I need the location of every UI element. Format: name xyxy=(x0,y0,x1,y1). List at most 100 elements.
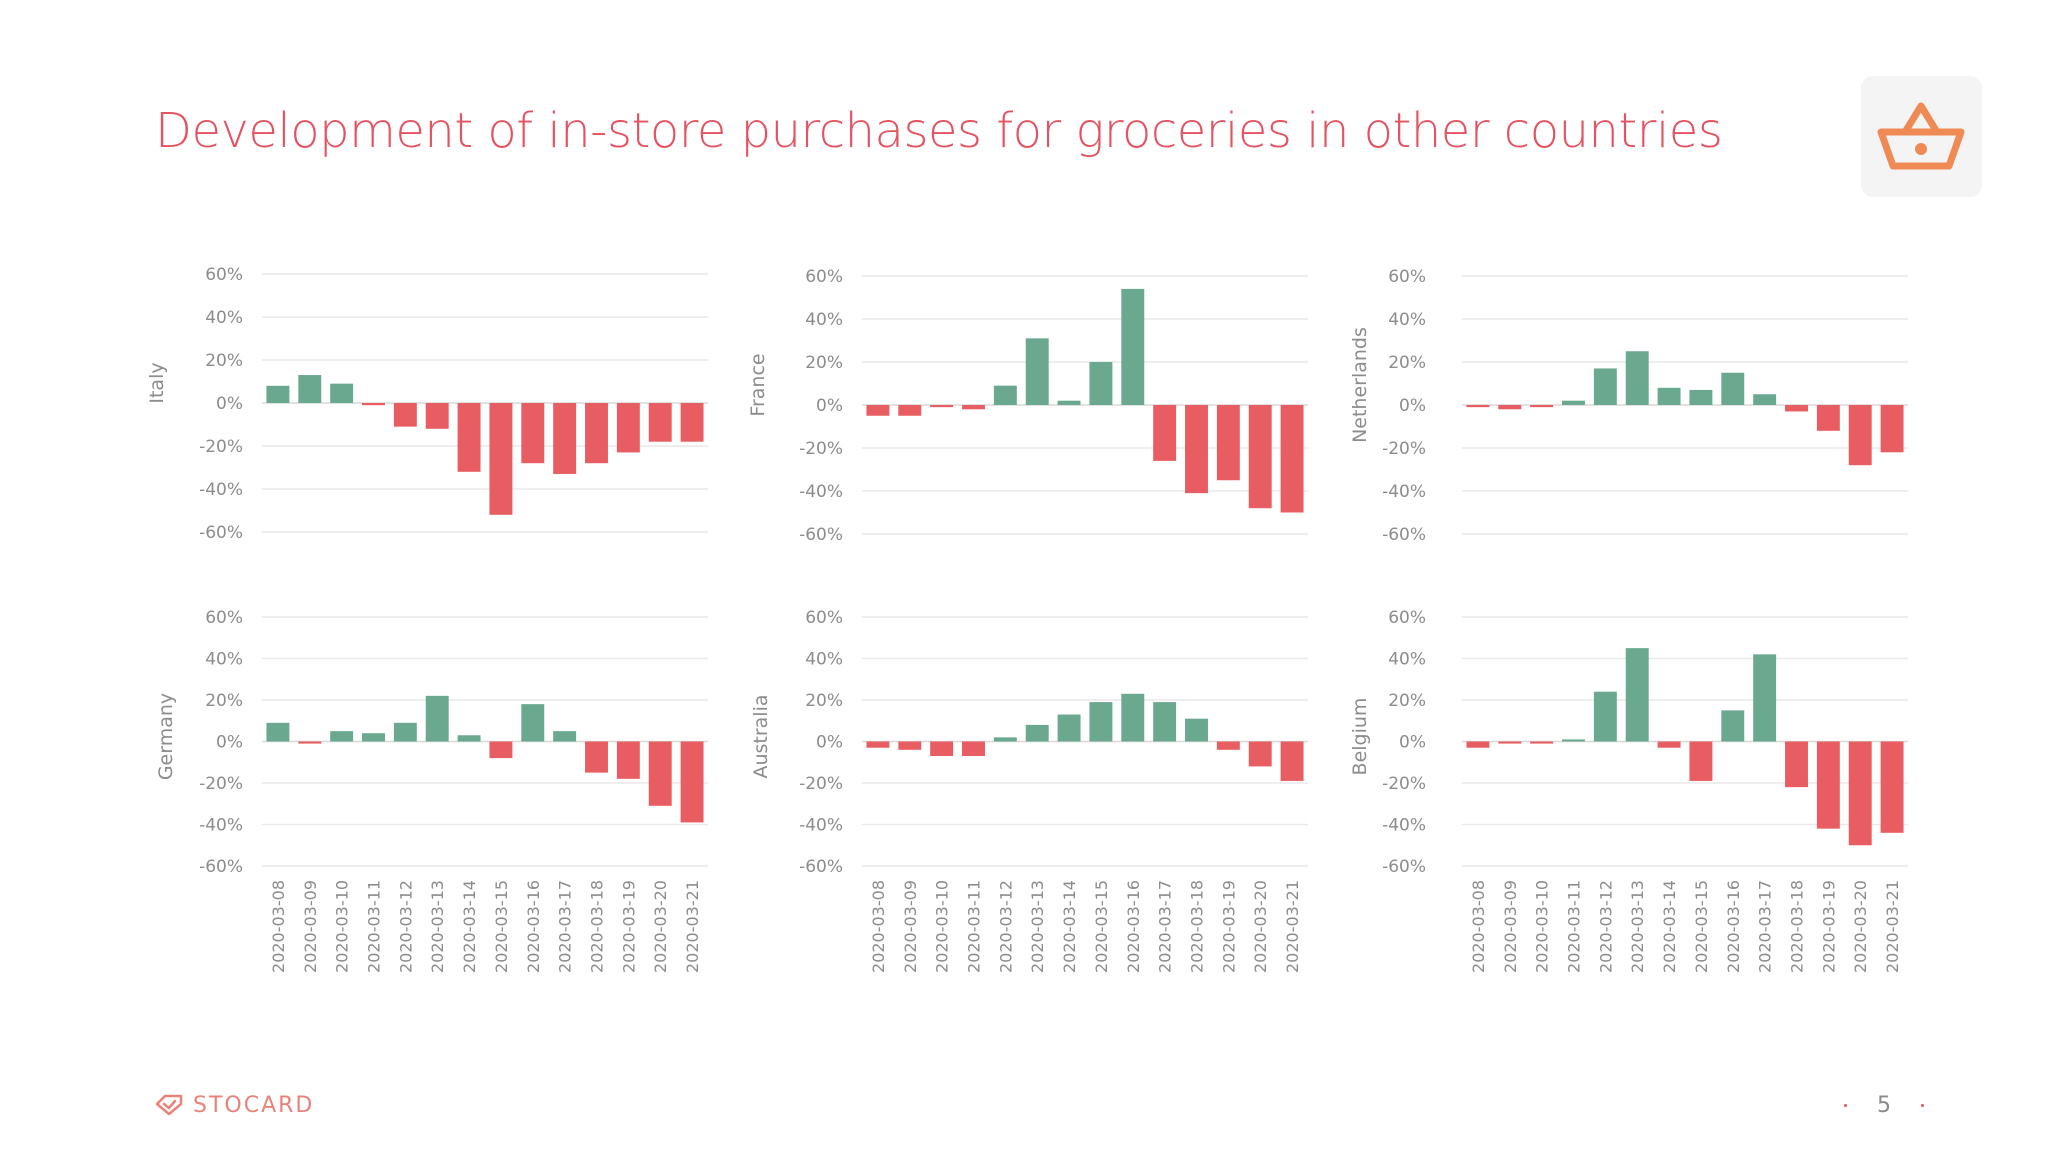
bar xyxy=(680,741,704,823)
bar xyxy=(898,405,922,416)
bar xyxy=(1248,741,1272,767)
bar xyxy=(1689,389,1713,405)
bar xyxy=(298,741,322,744)
chart-panel-germany: 60% 40% 20% 0% -20% -40% -60% Germany 2020-03-08… xyxy=(155,608,708,973)
bar xyxy=(930,741,954,757)
bar xyxy=(648,741,672,806)
shopping-basket-icon xyxy=(1877,102,1965,170)
bar xyxy=(489,741,513,759)
bar xyxy=(930,405,954,408)
bar xyxy=(1089,362,1113,405)
y-axis-label: Australia xyxy=(750,694,772,778)
bar xyxy=(1562,739,1585,742)
bar xyxy=(393,403,417,427)
bar xyxy=(1593,368,1617,405)
bar xyxy=(1816,741,1840,829)
bar xyxy=(1280,405,1304,513)
x-tick-label: 2020-03-10 xyxy=(1533,880,1552,973)
bar xyxy=(866,405,890,416)
bar xyxy=(266,385,290,403)
bar xyxy=(266,722,290,742)
page-number-text: 5 xyxy=(1877,1092,1891,1118)
x-tick-label: 2020-03-14 xyxy=(1660,880,1679,973)
x-tick-label: 2020-03-17 xyxy=(556,880,575,973)
x-tick-label: 2020-03-18 xyxy=(1788,880,1807,973)
x-tick-label: 2020-03-12 xyxy=(996,880,1015,973)
bar xyxy=(330,731,354,742)
y-tick-label: -60% xyxy=(1382,857,1426,877)
y-tick-label: -60% xyxy=(1382,525,1426,545)
y-tick-label: 40% xyxy=(1388,650,1426,670)
bar xyxy=(1625,648,1649,742)
stocard-logo-icon xyxy=(155,1094,183,1116)
bar xyxy=(616,403,640,453)
bar xyxy=(425,403,449,429)
chart-panel-france: 60% 40% 20% 0% -20% -40% -60% France xyxy=(747,267,1308,545)
x-tick-label: 2020-03-15 xyxy=(1692,880,1711,973)
bar xyxy=(1498,741,1522,744)
bar xyxy=(1153,405,1177,461)
bar xyxy=(585,403,608,464)
y-tick-label: 60% xyxy=(1388,267,1426,287)
y-tick-label: -40% xyxy=(1382,482,1426,502)
x-tick-label: 2020-03-15 xyxy=(492,880,511,973)
page-title: Development of in-store purchases for gr… xyxy=(155,103,1723,159)
y-tick-label: 40% xyxy=(805,650,843,670)
bar xyxy=(393,722,417,742)
y-axis-label: Germany xyxy=(155,693,177,780)
x-tick-label: 2020-03-18 xyxy=(588,880,607,973)
bar xyxy=(1248,405,1272,509)
y-tick-label: -40% xyxy=(199,816,243,836)
y-tick-label: -60% xyxy=(799,857,843,877)
x-tick-label: 2020-03-08 xyxy=(269,880,288,973)
bar xyxy=(553,731,577,742)
y-tick-label: 20% xyxy=(1388,353,1426,373)
x-tick-label: 2020-03-19 xyxy=(1819,880,1838,973)
bar xyxy=(866,741,890,748)
bar xyxy=(1025,724,1049,742)
y-tick-label: -20% xyxy=(199,437,243,457)
bar xyxy=(553,403,577,474)
y-tick-label: 60% xyxy=(205,608,243,628)
chart-panel-australia: 60% 40% 20% 0% -20% -40% -60% Australia 2020-03-… xyxy=(750,608,1308,973)
bar xyxy=(962,741,985,757)
bar xyxy=(1153,702,1177,742)
y-tick-label: 20% xyxy=(805,353,843,373)
bar xyxy=(1121,693,1145,742)
bar xyxy=(1466,405,1490,408)
bar xyxy=(680,403,704,442)
x-tick-label: 2020-03-19 xyxy=(1219,880,1238,973)
bar xyxy=(1057,714,1081,742)
bar xyxy=(1848,741,1872,846)
y-tick-label: -60% xyxy=(199,523,243,543)
y-tick-label: 20% xyxy=(205,351,243,371)
x-tick-label: 2020-03-20 xyxy=(1851,880,1870,973)
bar xyxy=(1089,702,1113,742)
x-tick-label: 2020-03-09 xyxy=(1501,880,1520,973)
bar xyxy=(1753,654,1777,742)
page-dot-right xyxy=(1921,1103,1924,1107)
chart-panel-netherlands: 60% 40% 20% 0% -20% -40% -60% Netherlands xyxy=(1349,267,1908,545)
bar xyxy=(457,735,481,742)
y-tick-label: 0% xyxy=(216,733,243,753)
y-tick-label: -20% xyxy=(799,774,843,794)
y-tick-label: -40% xyxy=(1382,816,1426,836)
y-tick-label: -20% xyxy=(1382,439,1426,459)
bar xyxy=(993,737,1017,742)
x-tick-label: 2020-03-17 xyxy=(1756,880,1775,973)
x-tick-label: 2020-03-08 xyxy=(869,880,888,973)
bar xyxy=(1848,405,1872,466)
x-tick-label: 2020-03-08 xyxy=(1469,880,1488,973)
bar xyxy=(489,403,513,515)
x-tick-label: 2020-03-18 xyxy=(1188,880,1207,973)
y-tick-label: 40% xyxy=(205,650,243,670)
bar xyxy=(1216,405,1240,481)
x-tick-label: 2020-03-14 xyxy=(460,880,479,973)
y-tick-label: -20% xyxy=(199,774,243,794)
bar xyxy=(993,385,1017,405)
bar xyxy=(1530,405,1554,408)
y-tick-label: 20% xyxy=(1388,691,1426,711)
brand-logo: STOCARD xyxy=(155,1090,314,1120)
bar xyxy=(962,405,985,410)
